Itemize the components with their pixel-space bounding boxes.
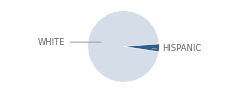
Text: WHITE: WHITE [37,38,101,47]
Wedge shape [88,11,159,82]
Wedge shape [124,44,159,52]
Text: HISPANIC: HISPANIC [152,44,201,53]
